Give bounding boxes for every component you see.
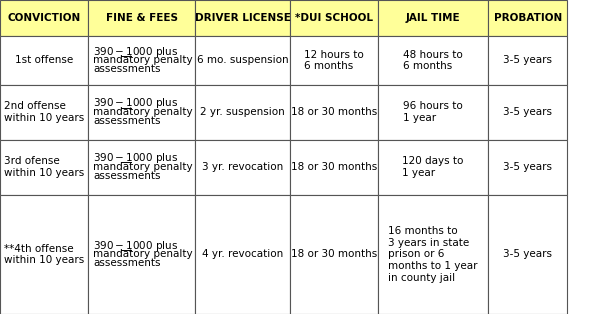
Text: 1st offense: 1st offense — [15, 56, 73, 65]
Text: JAIL TIME: JAIL TIME — [406, 13, 461, 23]
Bar — [0, 195, 88, 314]
Text: $390-$1000 plus: $390-$1000 plus — [93, 45, 179, 59]
Text: **4th offense
within 10 years: **4th offense within 10 years — [4, 244, 84, 265]
Text: mandatory penalty: mandatory penalty — [93, 56, 193, 65]
Bar — [290, 36, 378, 85]
Bar — [195, 36, 290, 85]
Bar — [0, 0, 88, 36]
Bar — [488, 85, 567, 140]
Bar — [290, 85, 378, 140]
Text: mandatory penalty: mandatory penalty — [93, 162, 193, 172]
Bar — [88, 85, 195, 140]
Text: *DUI SCHOOL: *DUI SCHOOL — [295, 13, 373, 23]
Text: assessments: assessments — [93, 116, 161, 126]
Bar — [290, 195, 378, 314]
Text: 18 or 30 months: 18 or 30 months — [291, 162, 377, 172]
Bar — [290, 140, 378, 195]
Text: 96 hours to
1 year: 96 hours to 1 year — [403, 101, 463, 123]
Text: 48 hours to
6 months: 48 hours to 6 months — [403, 50, 463, 71]
Text: assessments: assessments — [93, 258, 161, 268]
Bar — [88, 36, 195, 85]
Text: FINE & FEES: FINE & FEES — [106, 13, 178, 23]
Text: 2nd offense
within 10 years: 2nd offense within 10 years — [4, 101, 84, 123]
Bar — [290, 0, 378, 36]
Text: 6 mo. suspension: 6 mo. suspension — [196, 56, 289, 65]
Text: 18 or 30 months: 18 or 30 months — [291, 107, 377, 117]
Text: $390-$1000 plus: $390-$1000 plus — [93, 239, 179, 252]
Bar — [488, 140, 567, 195]
Bar — [195, 85, 290, 140]
Text: 3-5 years: 3-5 years — [503, 56, 552, 65]
Text: 120 days to
1 year: 120 days to 1 year — [403, 156, 464, 178]
Bar — [195, 0, 290, 36]
Bar — [378, 0, 488, 36]
Text: assessments: assessments — [93, 64, 161, 74]
Text: 2 yr. suspension: 2 yr. suspension — [200, 107, 285, 117]
Bar — [488, 0, 567, 36]
Bar — [195, 140, 290, 195]
Bar — [88, 0, 195, 36]
Text: 16 months to
3 years in state
prison or 6
months to 1 year
in county jail: 16 months to 3 years in state prison or … — [389, 226, 478, 283]
Bar — [0, 140, 88, 195]
Bar — [378, 140, 488, 195]
Bar — [378, 85, 488, 140]
Bar — [0, 85, 88, 140]
Text: CONVICTION: CONVICTION — [7, 13, 81, 23]
Bar — [488, 36, 567, 85]
Text: mandatory penalty: mandatory penalty — [93, 107, 193, 117]
Text: $390-$1000 plus: $390-$1000 plus — [93, 96, 179, 111]
Bar — [88, 195, 195, 314]
Text: assessments: assessments — [93, 171, 161, 181]
Bar — [195, 195, 290, 314]
Text: 3 yr. revocation: 3 yr. revocation — [202, 162, 283, 172]
Text: 18 or 30 months: 18 or 30 months — [291, 249, 377, 259]
Bar — [88, 140, 195, 195]
Text: 3rd ofense
within 10 years: 3rd ofense within 10 years — [4, 156, 84, 178]
Text: 4 yr. revocation: 4 yr. revocation — [202, 249, 283, 259]
Text: DRIVER LICENSE: DRIVER LICENSE — [195, 13, 290, 23]
Text: 12 hours to
6 months: 12 hours to 6 months — [304, 50, 364, 71]
Text: mandatory penalty: mandatory penalty — [93, 249, 193, 259]
Bar — [378, 36, 488, 85]
Text: PROBATION: PROBATION — [493, 13, 562, 23]
Text: 3-5 years: 3-5 years — [503, 249, 552, 259]
Bar — [378, 195, 488, 314]
Bar — [488, 195, 567, 314]
Text: $390-$1000 plus: $390-$1000 plus — [93, 151, 179, 165]
Bar — [0, 36, 88, 85]
Text: 3-5 years: 3-5 years — [503, 162, 552, 172]
Text: 3-5 years: 3-5 years — [503, 107, 552, 117]
